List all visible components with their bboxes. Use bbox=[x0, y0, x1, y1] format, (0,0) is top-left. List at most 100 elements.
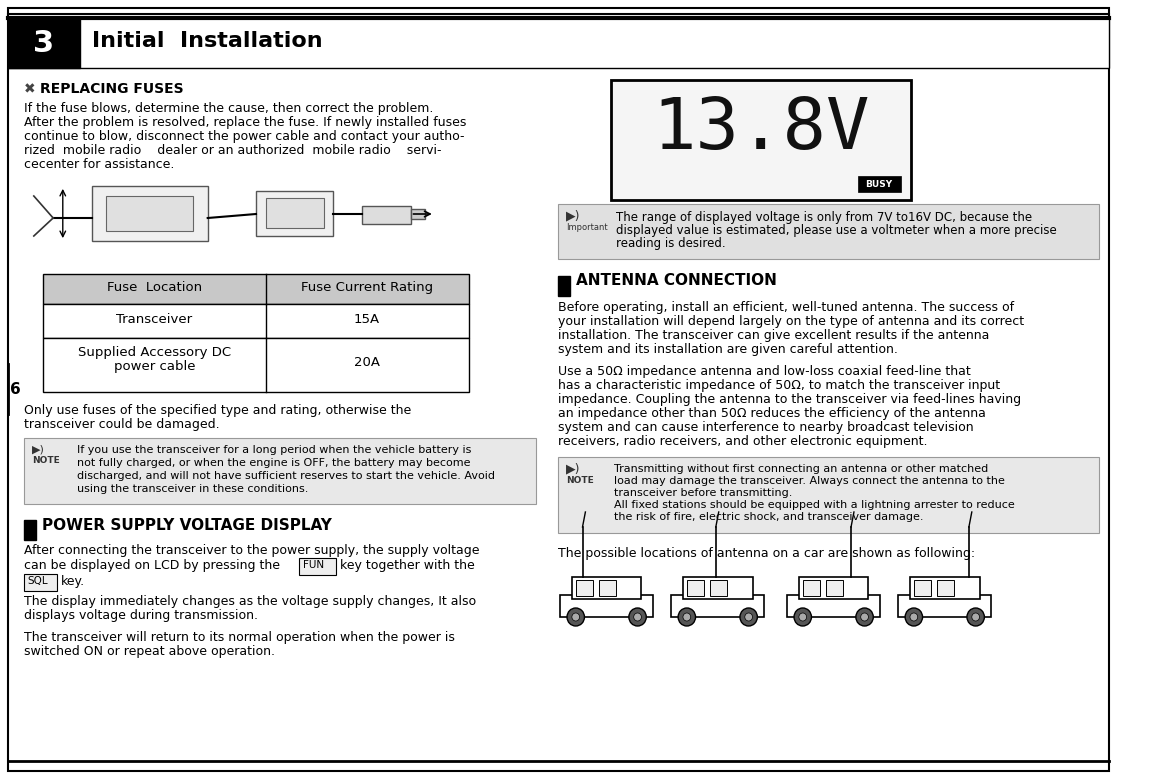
Text: system and its installation are given careful attention.: system and its installation are given ca… bbox=[558, 343, 898, 356]
Bar bbox=[561, 595, 653, 617]
Text: If you use the transceiver for a long period when the vehicle battery is: If you use the transceiver for a long pe… bbox=[77, 445, 472, 455]
Circle shape bbox=[905, 608, 922, 626]
Text: Use a 50Ω impedance antenna and low-loss coaxial feed-line that: Use a 50Ω impedance antenna and low-loss… bbox=[558, 365, 971, 378]
Bar bbox=[8, 18, 1109, 68]
Circle shape bbox=[740, 608, 757, 626]
Text: 13.8V: 13.8V bbox=[652, 95, 870, 164]
Circle shape bbox=[633, 613, 642, 621]
Text: ▶): ▶) bbox=[566, 462, 580, 475]
Bar bbox=[576, 580, 593, 596]
Text: 15A: 15A bbox=[354, 313, 380, 326]
Text: The transceiver will return to its normal operation when the power is: The transceiver will return to its norma… bbox=[24, 631, 455, 644]
Text: If the fuse blows, determine the cause, then correct the problem.: If the fuse blows, determine the cause, … bbox=[24, 102, 434, 115]
Bar bbox=[825, 580, 844, 596]
Bar bbox=[24, 520, 36, 540]
Bar bbox=[44, 274, 468, 304]
Text: Important: Important bbox=[566, 223, 608, 232]
Text: NOTE: NOTE bbox=[566, 476, 594, 485]
Bar bbox=[710, 580, 727, 596]
Text: key.: key. bbox=[61, 575, 86, 588]
Text: continue to blow, disconnect the power cable and contact your autho-: continue to blow, disconnect the power c… bbox=[24, 130, 465, 143]
Text: the risk of fire, electric shock, and transceiver damage.: the risk of fire, electric shock, and tr… bbox=[614, 512, 924, 522]
Bar bbox=[24, 438, 536, 504]
Bar bbox=[24, 574, 57, 591]
Bar bbox=[683, 577, 753, 599]
Text: NOTE: NOTE bbox=[32, 456, 60, 465]
Circle shape bbox=[910, 613, 918, 621]
Circle shape bbox=[679, 608, 696, 626]
Text: transceiver could be damaged.: transceiver could be damaged. bbox=[24, 418, 220, 431]
Text: rized  mobile radio    dealer or an authorized  mobile radio    servi-: rized mobile radio dealer or an authoriz… bbox=[24, 144, 442, 157]
Text: displays voltage during transmission.: displays voltage during transmission. bbox=[24, 609, 258, 622]
Circle shape bbox=[855, 608, 873, 626]
Text: system and can cause interference to nearby broadcast television: system and can cause interference to nea… bbox=[558, 421, 975, 434]
Circle shape bbox=[568, 608, 585, 626]
Text: Transmitting without first connecting an antenna or other matched: Transmitting without first connecting an… bbox=[614, 464, 988, 474]
Text: Only use fuses of the specified type and rating, otherwise the: Only use fuses of the specified type and… bbox=[24, 404, 412, 417]
Text: REPLACING FUSES: REPLACING FUSES bbox=[39, 82, 184, 96]
Text: not fully charged, or when the engine is OFF, the battery may become: not fully charged, or when the engine is… bbox=[77, 458, 470, 468]
Text: cecenter for assistance.: cecenter for assistance. bbox=[24, 158, 175, 171]
Bar bbox=[8, 18, 80, 68]
Bar bbox=[410, 209, 425, 219]
Text: displayed value is estimated, please use a voltmeter when a more precise: displayed value is estimated, please use… bbox=[616, 224, 1057, 237]
Text: After the problem is resolved, replace the fuse. If newly installed fuses: After the problem is resolved, replace t… bbox=[24, 116, 467, 129]
Circle shape bbox=[744, 613, 753, 621]
Text: has a characteristic impedance of 50Ω, to match the transceiver input: has a characteristic impedance of 50Ω, t… bbox=[558, 379, 1000, 392]
Text: your installation will depend largely on the type of antenna and its correct: your installation will depend largely on… bbox=[558, 315, 1024, 328]
Bar bbox=[599, 580, 616, 596]
Text: ANTENNA CONNECTION: ANTENNA CONNECTION bbox=[576, 273, 777, 288]
Text: receivers, radio receivers, and other electronic equipment.: receivers, radio receivers, and other el… bbox=[558, 435, 928, 448]
Circle shape bbox=[572, 613, 579, 621]
Text: FUN: FUN bbox=[303, 560, 325, 570]
Bar bbox=[898, 595, 991, 617]
Text: load may damage the transceiver. Always connect the antenna to the: load may damage the transceiver. Always … bbox=[614, 476, 1006, 486]
Circle shape bbox=[683, 613, 690, 621]
Text: reading is desired.: reading is desired. bbox=[616, 237, 726, 250]
Circle shape bbox=[861, 613, 868, 621]
Text: After connecting the transceiver to the power supply, the supply voltage: After connecting the transceiver to the … bbox=[24, 544, 480, 557]
Bar bbox=[266, 198, 324, 228]
Text: Before operating, install an efficient, well-tuned antenna. The success of: Before operating, install an efficient, … bbox=[558, 301, 1015, 314]
Circle shape bbox=[794, 608, 812, 626]
Text: impedance. Coupling the antenna to the transceiver via feed-lines having: impedance. Coupling the antenna to the t… bbox=[558, 393, 1022, 406]
Bar bbox=[858, 176, 902, 192]
Bar bbox=[914, 580, 932, 596]
Bar bbox=[687, 580, 704, 596]
Text: POWER SUPPLY VOLTAGE DISPLAY: POWER SUPPLY VOLTAGE DISPLAY bbox=[42, 518, 332, 533]
Text: ▶): ▶) bbox=[566, 209, 580, 222]
Text: The possible locations of antenna on a car are shown as following:: The possible locations of antenna on a c… bbox=[558, 547, 976, 560]
Text: BUSY: BUSY bbox=[866, 180, 892, 189]
Text: ▶): ▶) bbox=[32, 444, 45, 454]
Bar bbox=[802, 580, 820, 596]
Bar bbox=[558, 204, 1099, 259]
Text: key together with the: key together with the bbox=[340, 559, 475, 572]
Bar bbox=[572, 577, 642, 599]
Bar bbox=[255, 191, 333, 236]
Circle shape bbox=[972, 613, 979, 621]
Text: power cable: power cable bbox=[113, 360, 195, 373]
Circle shape bbox=[966, 608, 985, 626]
Text: using the transceiver in these conditions.: using the transceiver in these condition… bbox=[77, 484, 309, 494]
Bar bbox=[91, 186, 208, 241]
Text: an impedance other than 50Ω reduces the efficiency of the antenna: an impedance other than 50Ω reduces the … bbox=[558, 407, 986, 420]
Text: switched ON or repeat above operation.: switched ON or repeat above operation. bbox=[24, 645, 275, 658]
Circle shape bbox=[629, 608, 646, 626]
Text: Initial  Installation: Initial Installation bbox=[91, 31, 323, 51]
Bar bbox=[787, 595, 880, 617]
Bar bbox=[910, 577, 979, 599]
Text: 6: 6 bbox=[10, 382, 21, 397]
Circle shape bbox=[799, 613, 807, 621]
Bar bbox=[106, 196, 193, 231]
Bar bbox=[299, 558, 336, 575]
Text: Supplied Accessory DC: Supplied Accessory DC bbox=[77, 346, 231, 359]
Bar bbox=[938, 580, 955, 596]
Bar bbox=[799, 577, 868, 599]
Text: discharged, and will not have sufficient reserves to start the vehicle. Avoid: discharged, and will not have sufficient… bbox=[77, 471, 495, 481]
Text: Fuse Current Rating: Fuse Current Rating bbox=[301, 281, 434, 294]
Text: ✖: ✖ bbox=[24, 82, 36, 96]
Text: The range of displayed voltage is only from 7V to16V DC, because the: The range of displayed voltage is only f… bbox=[616, 211, 1032, 224]
Text: can be displayed on LCD by pressing the: can be displayed on LCD by pressing the bbox=[24, 559, 280, 572]
Text: 20A: 20A bbox=[354, 356, 380, 369]
Bar bbox=[612, 80, 911, 200]
